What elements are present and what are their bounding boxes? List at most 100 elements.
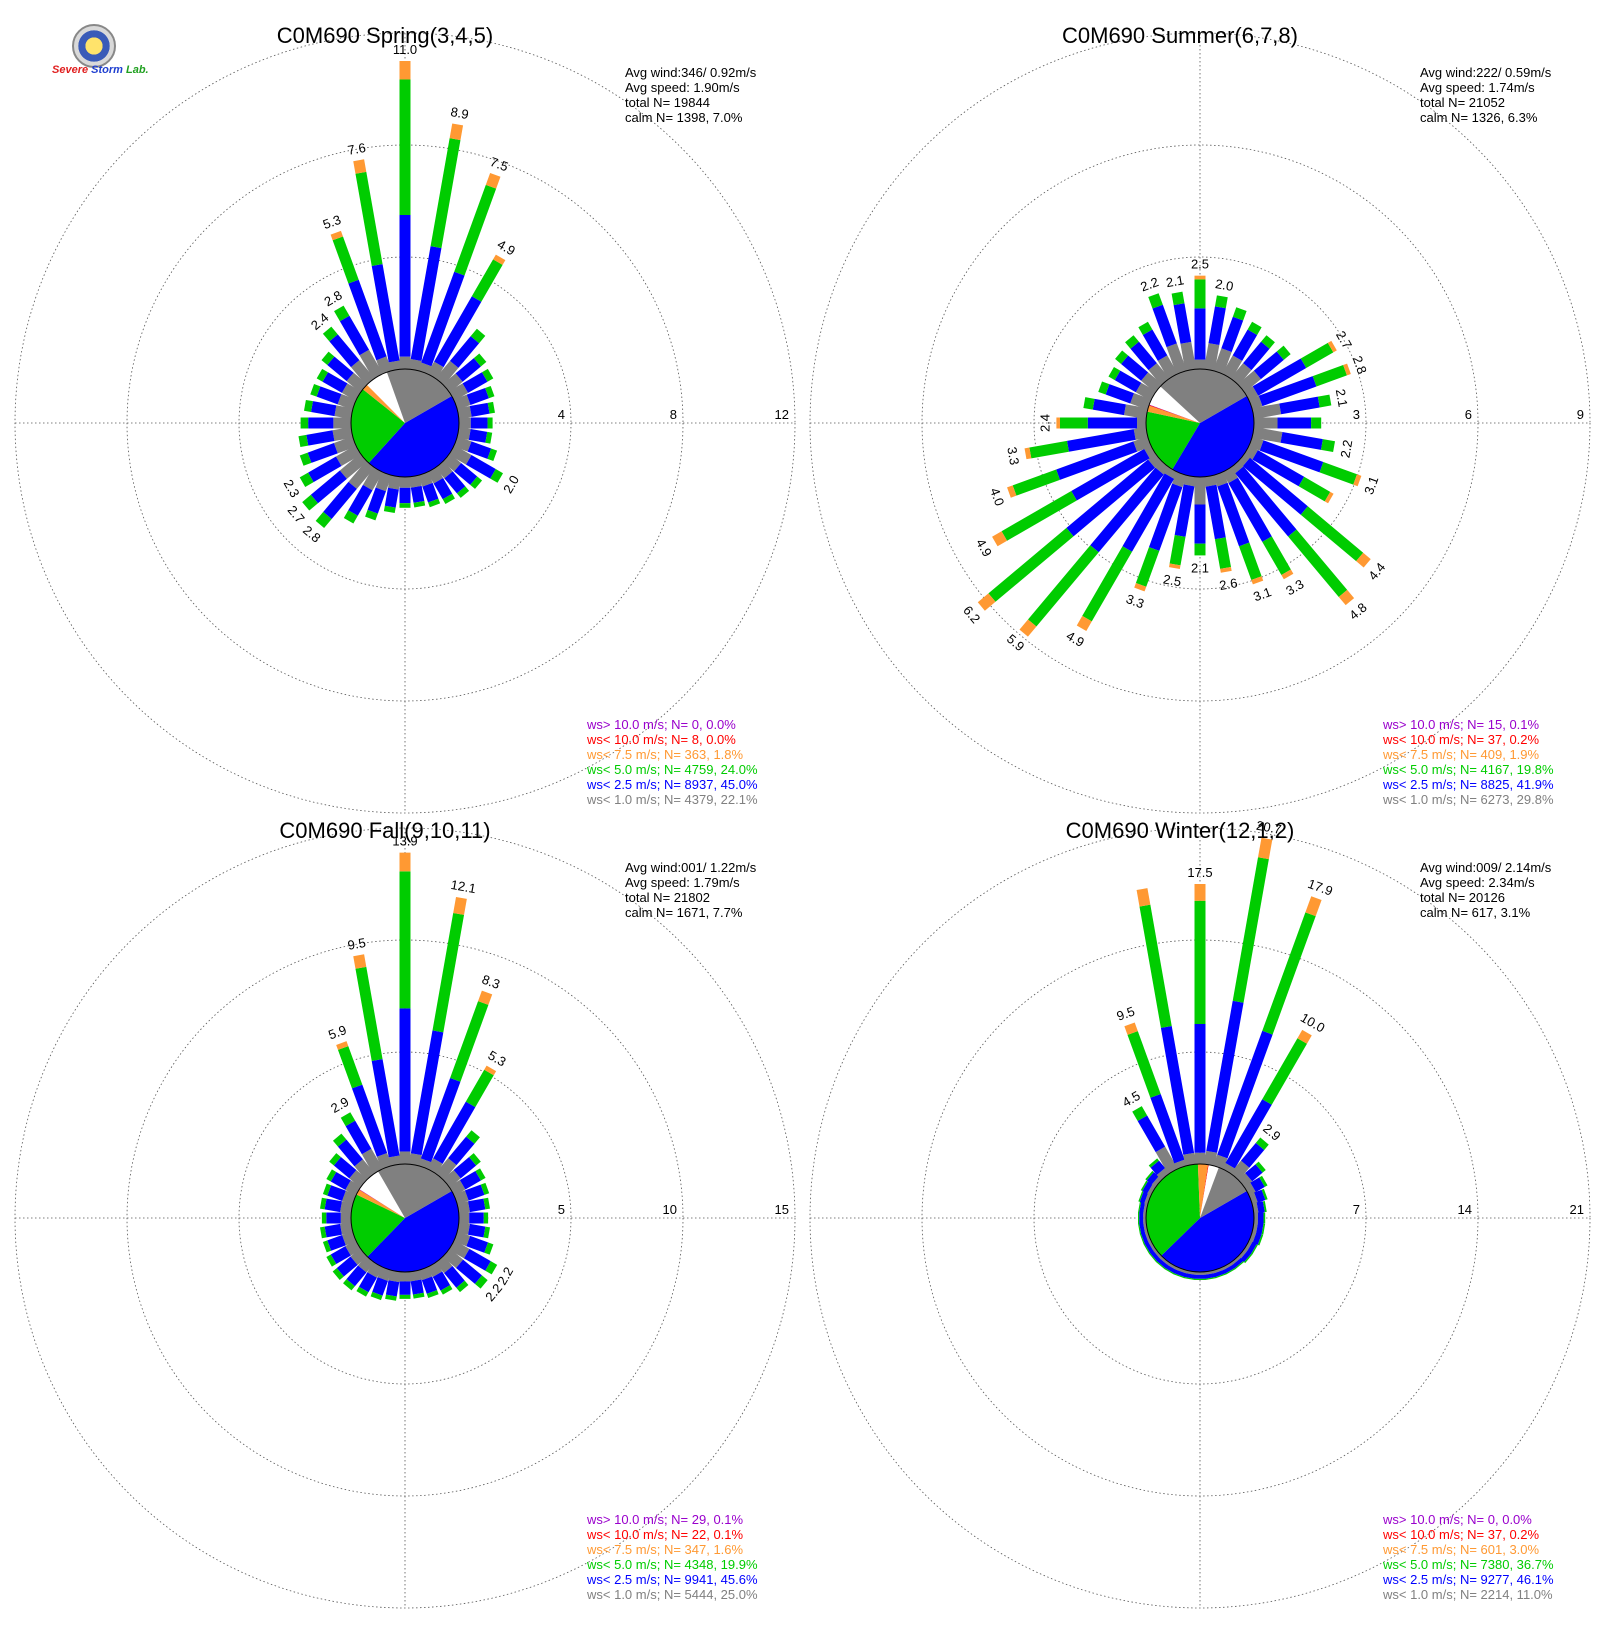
- wind-bar-segment: [340, 1201, 353, 1215]
- wind-bar-segment: [1155, 1261, 1166, 1270]
- pie-slice: [1200, 1167, 1247, 1218]
- wind-bar-segment: [1230, 460, 1244, 474]
- wind-bar-segment: [316, 386, 342, 405]
- bar-total-label: 4.5: [1120, 1088, 1143, 1110]
- wind-bar-segment: [1157, 355, 1178, 379]
- wind-bar-segment: [426, 1290, 439, 1298]
- wind-bar-segment: [1223, 1264, 1236, 1274]
- wind-bar-segment: [1139, 1191, 1148, 1204]
- wind-bar-segment: [470, 476, 483, 489]
- wind-bar-segment: [435, 460, 453, 479]
- wind-bar-segment: [1148, 1252, 1157, 1263]
- wind-bar-segment: [1343, 363, 1351, 376]
- stats-line: Avg wind:001/ 1.22m/s: [625, 860, 757, 875]
- wind-bar-segment: [427, 1262, 443, 1278]
- wind-bar-segment: [1205, 484, 1226, 540]
- wind-bar-segment: [333, 1157, 357, 1179]
- wind-bar-segment: [464, 1184, 485, 1201]
- wind-bar-segment: [322, 1240, 332, 1253]
- wind-bar-segment: [1137, 1115, 1166, 1153]
- wind-bar-segment: [444, 471, 466, 494]
- wind-bar-segment: [418, 362, 432, 375]
- wind-bar-segment: [454, 184, 497, 276]
- bar-total-label: 13.9: [392, 834, 417, 849]
- ring-label: 6: [1465, 407, 1472, 422]
- wind-bar-segment: [1135, 547, 1160, 587]
- wind-bar-segment: [442, 1248, 464, 1269]
- wind-bar-segment: [1125, 335, 1139, 349]
- legend-entry: ws< 10.0 m/s; N= 22, 0.1%: [586, 1527, 744, 1542]
- bar-total-label: 3.1: [1361, 474, 1381, 496]
- wind-bar-segment: [1232, 307, 1247, 321]
- wind-bar-segment: [334, 405, 353, 420]
- wind-bar-segment: [1312, 365, 1347, 387]
- wind-bar-segment: [1252, 403, 1282, 420]
- wind-bar-segment: [1151, 1176, 1163, 1188]
- wind-bar-segment: [485, 431, 493, 444]
- wind-bar-segment: [1160, 1025, 1195, 1155]
- wind-bar-segment: [485, 385, 495, 399]
- bar-total-label: 2.5: [1162, 571, 1182, 589]
- pie-slice: [362, 384, 405, 423]
- wind-bar-segment: [1174, 484, 1195, 537]
- wind-bar-segment: [385, 1294, 397, 1301]
- wind-bar-segment: [372, 1277, 388, 1296]
- pie-outline: [350, 368, 460, 478]
- wind-bar-segment: [1148, 1158, 1160, 1168]
- bar-total-label: 4.4: [1365, 560, 1388, 583]
- bar-total-label: 4.9: [495, 236, 518, 258]
- wind-bar-segment: [1279, 396, 1320, 415]
- wind-bar-segment: [1228, 477, 1272, 542]
- wind-bar-segment: [408, 359, 422, 371]
- pie-slice: [1145, 1164, 1200, 1256]
- stats-line: total N= 19844: [625, 95, 710, 110]
- wind-bar-segment: [1133, 426, 1148, 440]
- wind-bar-segment: [1144, 1241, 1154, 1254]
- wind-bar-segment: [1169, 534, 1186, 566]
- legend-entry: ws< 7.5 m/s; N= 601, 3.0%: [1382, 1542, 1540, 1557]
- wind-bar-segment: [1252, 450, 1305, 487]
- wind-bar-segment: [1242, 457, 1308, 515]
- wind-bar-segment: [412, 1292, 425, 1299]
- wind-bar-segment: [349, 1170, 368, 1188]
- wind-bar-segment: [1121, 355, 1149, 381]
- wind-bar-segment: [1243, 341, 1270, 371]
- bar-total-label: 2.8: [300, 522, 323, 545]
- bar-total-label: 4.9: [1064, 628, 1087, 650]
- wind-bar-segment: [448, 1136, 475, 1166]
- wind-bar-segment: [1138, 321, 1153, 336]
- wind-bar-segment: [420, 1078, 461, 1163]
- wind-bar-segment: [327, 1185, 346, 1201]
- wind-bar-segment: [1237, 453, 1250, 467]
- wind-bar-segment: [418, 1266, 433, 1281]
- wind-bar-segment: [359, 349, 383, 379]
- ring-label: 10: [663, 1202, 677, 1217]
- wind-bar-segment: [383, 505, 396, 513]
- windrose-panel-1: 4 8 12 C0M690 Spring(3,4,5) Avg wind:346/ 0.…: [14, 23, 796, 814]
- wind-bar-segment: [1319, 462, 1358, 485]
- legend-entry: ws< 5.0 m/s; N= 4167, 19.8%: [1382, 762, 1554, 777]
- wind-bar-segment: [388, 1155, 402, 1166]
- wind-bar-segment: [1251, 576, 1264, 585]
- wind-bar-segment: [1130, 341, 1157, 371]
- wind-bar-segment: [427, 467, 444, 484]
- wind-bar-segment: [1255, 1161, 1266, 1173]
- wind-bar-segment: [449, 336, 480, 368]
- wind-bar-segment: [992, 531, 1008, 547]
- legend-entry: ws< 1.0 m/s; N= 4379, 22.1%: [586, 792, 758, 807]
- wind-bar-segment: [1232, 329, 1258, 361]
- wind-bar-segment: [442, 373, 463, 393]
- wind-bar-segment: [1239, 542, 1262, 581]
- wind-bar-segment: [1203, 475, 1217, 487]
- wind-bar-segment: [315, 511, 332, 528]
- wind-bar-segment: [435, 1255, 453, 1274]
- bar-total-label: 9.5: [1115, 1003, 1137, 1023]
- bar-total-label: 2.1: [1165, 272, 1185, 290]
- bar-total-label: 3.3: [1004, 446, 1022, 466]
- bar-total-label: 4.8: [1346, 600, 1369, 623]
- wind-bar-segment: [485, 1261, 498, 1275]
- wind-bar-segment: [1180, 341, 1197, 371]
- wind-bar-segment: [1225, 1267, 1236, 1275]
- stats-line: Avg wind:009/ 2.14m/s: [1420, 860, 1552, 875]
- wind-bar-segment: [1114, 370, 1142, 393]
